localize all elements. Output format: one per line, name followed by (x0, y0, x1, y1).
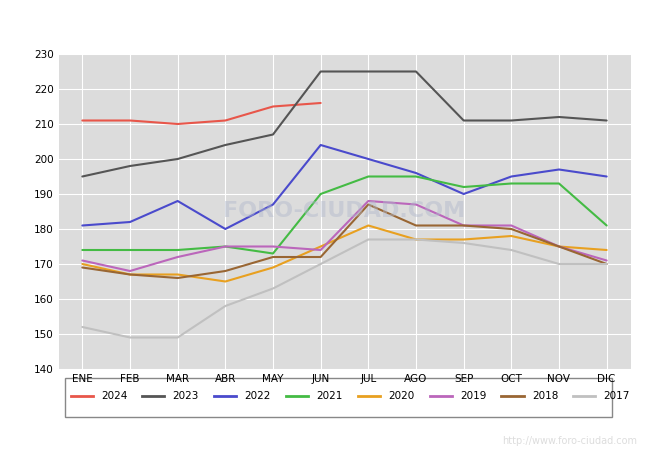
Text: Afiliados en Torroella de Fluvià a 31/5/2024: Afiliados en Torroella de Fluvià a 31/5/… (122, 16, 528, 34)
Text: 2024: 2024 (101, 391, 127, 401)
Text: 2023: 2023 (173, 391, 199, 401)
Text: 2021: 2021 (317, 391, 343, 401)
Text: 2019: 2019 (460, 391, 486, 401)
Text: 2017: 2017 (604, 391, 630, 401)
Text: http://www.foro-ciudad.com: http://www.foro-ciudad.com (502, 436, 637, 446)
FancyBboxPatch shape (65, 378, 612, 417)
Text: FORO-CIUDAD.COM: FORO-CIUDAD.COM (224, 202, 465, 221)
Text: 2018: 2018 (532, 391, 558, 401)
Text: 2022: 2022 (244, 391, 271, 401)
Text: 2020: 2020 (388, 391, 415, 401)
